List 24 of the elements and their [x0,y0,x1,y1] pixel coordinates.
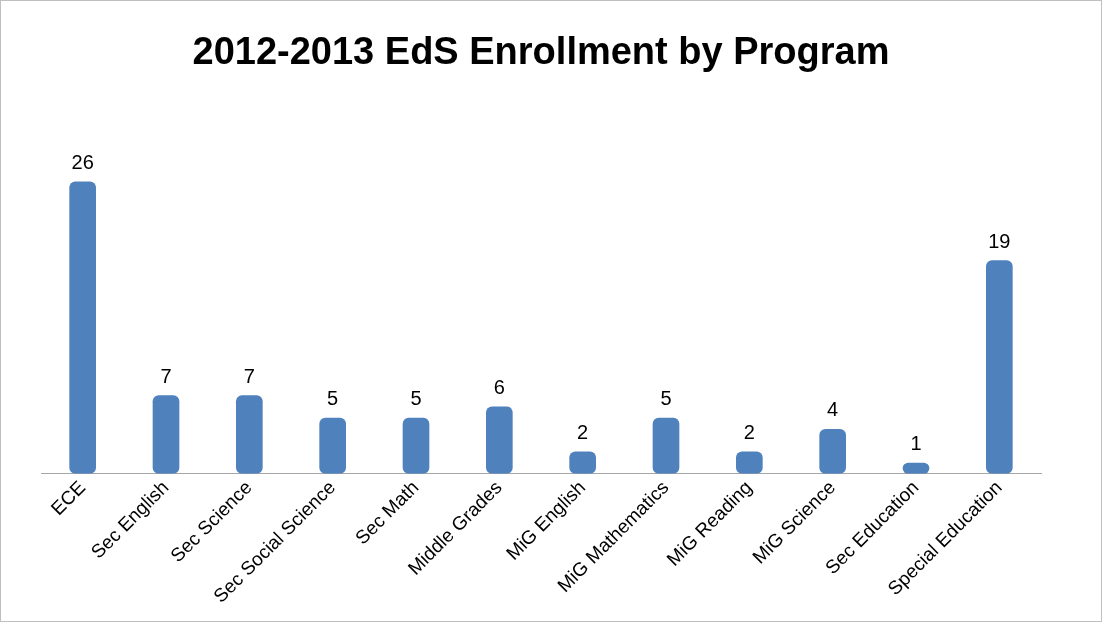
data-label: 26 [71,151,94,174]
bar [569,451,596,474]
bar [986,260,1013,474]
data-label: 7 [160,364,172,387]
data-label: 6 [493,375,505,398]
data-label: 5 [410,387,422,410]
data-label: 2 [743,420,755,443]
data-label: 19 [988,229,1011,252]
bar [486,406,513,474]
data-label: 2 [577,420,589,443]
data-label: 4 [827,398,839,421]
bar [402,417,430,474]
bar [236,395,263,474]
chart-title: 2012-2013 EdS Enrollment by Program [192,30,890,73]
bar [319,417,346,474]
data-label: 7 [243,364,255,387]
bar [736,451,763,474]
bar [652,417,680,474]
bar [152,395,180,474]
data-label: 5 [660,387,672,410]
bar [69,181,96,474]
data-label: 5 [327,387,339,410]
data-label: 1 [910,432,922,455]
bar [819,428,846,474]
